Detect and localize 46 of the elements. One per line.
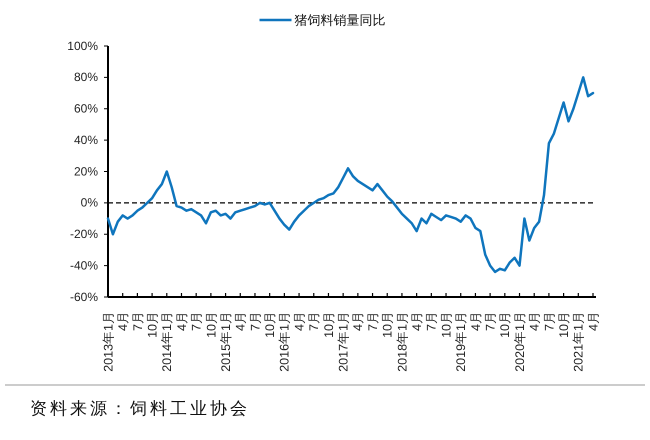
x-tick-label: 2018年1月 — [395, 311, 410, 372]
x-tick-label: 10月 — [556, 311, 571, 338]
x-tick-label: 10月 — [263, 311, 278, 338]
y-tick-label: 100% — [67, 38, 98, 53]
x-tick-label: 7月 — [248, 311, 262, 331]
line-series — [106, 76, 594, 274]
y-tick-label: 0% — [80, 196, 98, 210]
y-tick-label: 60% — [74, 102, 98, 116]
x-tick-label: 7月 — [424, 311, 439, 331]
x-tick-label: 4月 — [234, 311, 248, 331]
x-tick-label: 7月 — [307, 311, 322, 331]
y-tick-label: 40% — [74, 132, 98, 147]
y-tick-label: -20% — [70, 227, 98, 242]
x-tick-label: 7月 — [483, 311, 498, 331]
y-tick-label: -40% — [70, 258, 98, 272]
x-tick-label: 4月 — [410, 311, 424, 331]
x-tick-label: 7月 — [190, 311, 204, 331]
x-tick-label: 4月 — [351, 311, 366, 331]
x-tick-label: 2020年1月 — [512, 311, 527, 372]
x-tick-label: 4月 — [116, 311, 130, 331]
y-tick-label: -60% — [70, 290, 98, 304]
x-tick-label: 2014年1月 — [160, 311, 174, 372]
x-tick-label: 7月 — [130, 311, 145, 331]
text: 资料来源：饲料工业协会 — [30, 399, 250, 418]
y-tick-label: 80% — [74, 70, 98, 84]
x-tick-label: 2017年1月 — [336, 311, 351, 372]
x-tick-label: 10月 — [204, 311, 218, 338]
x-tick-label: 10月 — [380, 311, 395, 338]
x-tick-label: 7月 — [542, 311, 556, 331]
x-tick-label: 2016年1月 — [278, 311, 292, 372]
x-tick-label: 10月 — [145, 311, 160, 338]
x-tick-label: 10月 — [439, 311, 454, 338]
x-tick-label: 4月 — [292, 311, 306, 331]
y-tick-label: 20% — [74, 164, 98, 178]
x-tick-label: 10月 — [322, 311, 336, 338]
x-tick-label: 4月 — [586, 311, 600, 331]
x-tick-label: 4月 — [174, 311, 189, 331]
x-tick-label: 2021年1月 — [572, 311, 586, 372]
x-tick-label: 2019年1月 — [454, 311, 468, 372]
x-tick-label: 7月 — [366, 311, 380, 331]
x-tick-label: 2015年1月 — [218, 311, 233, 372]
x-tick-label: 4月 — [468, 311, 483, 331]
x-tick-label: 2013年1月 — [101, 311, 116, 372]
x-tick-label: 4月 — [528, 311, 542, 331]
x-tick-label: 10月 — [498, 311, 512, 338]
legend-label: 猪饲料销量同比 — [294, 14, 386, 29]
